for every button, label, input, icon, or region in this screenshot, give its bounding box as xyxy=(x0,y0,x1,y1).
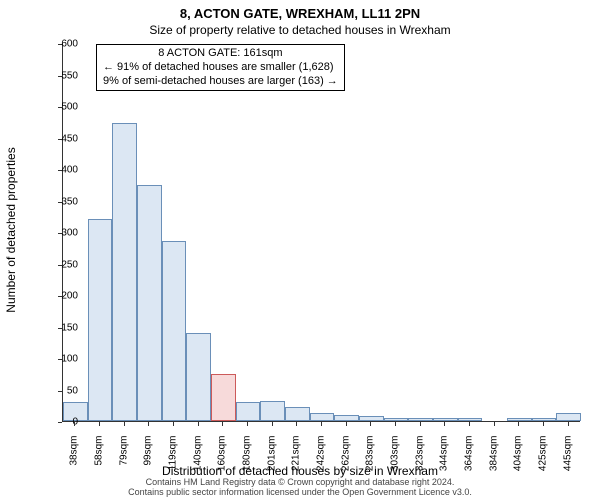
x-tick-label: 79sqm xyxy=(118,436,129,476)
x-tick-label: 160sqm xyxy=(217,436,228,476)
x-tick-mark xyxy=(247,422,248,426)
x-tick-label: 221sqm xyxy=(291,436,302,476)
y-tick-mark xyxy=(58,107,62,108)
x-tick-label: 364sqm xyxy=(464,436,475,476)
x-tick-mark xyxy=(124,422,125,426)
x-tick-mark xyxy=(74,422,75,426)
footer-attribution: Contains HM Land Registry data © Crown c… xyxy=(0,478,600,498)
x-tick-label: 344sqm xyxy=(439,436,450,476)
histogram-bar xyxy=(88,219,113,421)
x-tick-mark xyxy=(296,422,297,426)
x-tick-label: 303sqm xyxy=(390,436,401,476)
y-axis-label: Number of detached properties xyxy=(4,147,18,312)
x-tick-mark xyxy=(395,422,396,426)
plot-area xyxy=(62,44,580,422)
x-tick-label: 242sqm xyxy=(316,436,327,476)
chart-title: 8, ACTON GATE, WREXHAM, LL11 2PN xyxy=(0,0,600,21)
histogram-bar xyxy=(186,333,211,421)
x-tick-mark xyxy=(99,422,100,426)
x-tick-mark xyxy=(444,422,445,426)
y-tick-mark xyxy=(58,202,62,203)
y-tick-mark xyxy=(58,328,62,329)
histogram-bar xyxy=(556,413,581,421)
histogram-bar xyxy=(384,418,409,421)
x-tick-label: 262sqm xyxy=(340,436,351,476)
footer-line-2: Contains public sector information licen… xyxy=(0,488,600,498)
x-tick-mark xyxy=(198,422,199,426)
histogram-bar xyxy=(310,413,335,421)
chart-subtitle: Size of property relative to detached ho… xyxy=(0,21,600,37)
histogram-bar xyxy=(236,402,261,421)
annotation-line-2: ← 91% of detached houses are smaller (1,… xyxy=(103,61,338,75)
x-tick-mark xyxy=(370,422,371,426)
x-tick-mark xyxy=(568,422,569,426)
x-tick-label: 404sqm xyxy=(513,436,524,476)
y-tick-mark xyxy=(58,391,62,392)
x-tick-mark xyxy=(222,422,223,426)
y-tick-mark xyxy=(58,76,62,77)
y-tick-mark xyxy=(58,359,62,360)
histogram-bar xyxy=(359,416,384,421)
y-tick-mark xyxy=(58,265,62,266)
y-tick-mark xyxy=(58,296,62,297)
histogram-bar xyxy=(260,401,285,421)
x-tick-mark xyxy=(272,422,273,426)
y-tick-mark xyxy=(58,44,62,45)
histogram-bar xyxy=(507,418,532,421)
histogram-bar xyxy=(334,415,359,421)
y-tick-mark xyxy=(58,170,62,171)
x-tick-mark xyxy=(148,422,149,426)
annotation-line-1: 8 ACTON GATE: 161sqm xyxy=(103,47,338,61)
x-tick-label: 119sqm xyxy=(168,436,179,476)
x-tick-label: 384sqm xyxy=(488,436,499,476)
annotation-line-3: 9% of semi-detached houses are larger (1… xyxy=(103,75,338,89)
histogram-bar xyxy=(162,241,187,421)
x-tick-mark xyxy=(321,422,322,426)
x-tick-mark xyxy=(346,422,347,426)
chart-container: 8, ACTON GATE, WREXHAM, LL11 2PN Size of… xyxy=(0,0,600,500)
x-tick-label: 38sqm xyxy=(69,436,80,476)
x-tick-mark xyxy=(494,422,495,426)
x-tick-label: 180sqm xyxy=(242,436,253,476)
histogram-bar xyxy=(532,418,557,421)
x-tick-label: 99sqm xyxy=(143,436,154,476)
x-tick-mark xyxy=(518,422,519,426)
x-tick-label: 323sqm xyxy=(414,436,425,476)
y-tick-mark xyxy=(58,422,62,423)
annotation-box: 8 ACTON GATE: 161sqm ← 91% of detached h… xyxy=(96,44,345,91)
x-tick-label: 140sqm xyxy=(192,436,203,476)
histogram-bar xyxy=(433,418,458,421)
x-tick-label: 425sqm xyxy=(538,436,549,476)
histogram-bar xyxy=(112,123,137,421)
histogram-bar xyxy=(408,418,433,421)
x-tick-label: 58sqm xyxy=(94,436,105,476)
y-tick-mark xyxy=(58,233,62,234)
x-tick-label: 445sqm xyxy=(562,436,573,476)
histogram-bar xyxy=(137,185,162,421)
histogram-bar xyxy=(285,407,310,421)
x-tick-mark xyxy=(543,422,544,426)
x-tick-mark xyxy=(469,422,470,426)
x-tick-label: 201sqm xyxy=(266,436,277,476)
x-tick-label: 283sqm xyxy=(365,436,376,476)
y-tick-mark xyxy=(58,139,62,140)
histogram-bar xyxy=(458,418,483,421)
histogram-bar xyxy=(211,374,236,421)
x-tick-mark xyxy=(173,422,174,426)
x-tick-mark xyxy=(420,422,421,426)
